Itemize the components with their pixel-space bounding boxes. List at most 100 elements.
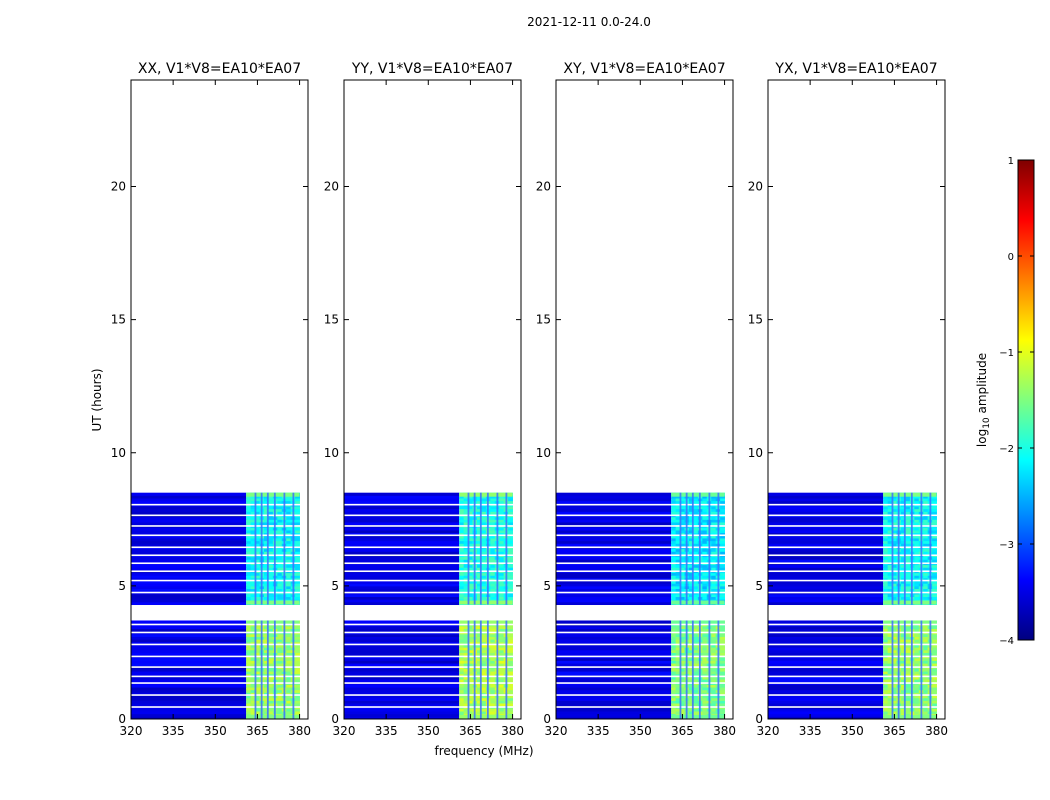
heatmap-cell (344, 529, 460, 534)
flagged-channel (473, 620, 476, 719)
heatmap-cell (693, 508, 699, 512)
heatmap-cell (295, 498, 300, 502)
heatmap-cell (295, 697, 300, 701)
heatmap-cell (711, 511, 717, 515)
heatmap-cell (892, 588, 897, 592)
heatmap-cell (468, 657, 473, 661)
y-tick-label: 5 (118, 579, 126, 593)
heatmap-cell (481, 540, 487, 544)
heatmap-cell (711, 679, 717, 683)
heatmap-cell (768, 601, 884, 606)
heatmap-cell (476, 695, 482, 699)
flagged-channel (496, 620, 499, 719)
heatmap-cell (932, 498, 937, 502)
heatmap-cell (556, 583, 672, 587)
heatmap-cell (932, 687, 937, 691)
heatmap-cell (932, 588, 937, 592)
heatmap-cell (768, 529, 884, 534)
heatmap-cell (277, 652, 283, 656)
heatmap-cell (463, 537, 469, 542)
heatmap-cell (675, 580, 681, 584)
heatmap-cell (702, 692, 708, 696)
heatmap-cell (887, 663, 893, 667)
heatmap-cell (556, 572, 672, 576)
heatmap-cell (250, 529, 256, 534)
heatmap-cell (768, 551, 884, 555)
heatmap-cell (905, 649, 911, 653)
heatmap-cell (268, 535, 274, 539)
heatmap-cell (490, 588, 496, 592)
heatmap-cell (932, 548, 937, 552)
heatmap-cell (508, 647, 513, 651)
heatmap-cell (459, 628, 465, 632)
heatmap-cell (490, 700, 496, 704)
heatmap-cell (255, 689, 260, 693)
heatmap-cell (905, 585, 911, 590)
heatmap-cell (476, 657, 482, 661)
heatmap-cell (295, 657, 300, 661)
heatmap-cell (508, 532, 513, 536)
heatmap-cell (883, 620, 937, 625)
flagged-row (556, 643, 733, 646)
heatmap-cell (250, 593, 256, 598)
heatmap-cell (263, 532, 269, 536)
heatmap-cell (344, 583, 460, 587)
heatmap-cell (923, 588, 929, 592)
heatmap-cell (468, 532, 473, 536)
heatmap-cell (883, 644, 889, 648)
heatmap-cell (286, 500, 292, 504)
heatmap-cell (720, 593, 725, 598)
heatmap-cell (481, 580, 487, 584)
heatmap-cell (499, 577, 505, 582)
heatmap-cell (463, 636, 469, 640)
heatmap-cell (923, 527, 929, 531)
colorbar: 10−1−2−3−4 log10 amplitude (975, 156, 1035, 647)
heatmap-cell (711, 663, 717, 667)
x-tick-label: 380 (713, 724, 736, 738)
heatmap-cell (508, 593, 513, 598)
heatmap-cell (476, 535, 482, 539)
heatmap-cell (476, 556, 482, 560)
heatmap-cell (468, 628, 473, 632)
heatmap-cell (914, 567, 920, 571)
heatmap-cell (675, 532, 681, 536)
heatmap-cell (720, 588, 725, 592)
heatmap-cell (250, 519, 256, 523)
y-tick-label: 20 (536, 180, 551, 194)
heatmap-cell (711, 577, 717, 582)
heatmap-cell (476, 679, 482, 683)
heatmap-cell (255, 495, 260, 499)
heatmap-cell (932, 673, 937, 677)
heatmap-cell (671, 715, 725, 719)
heatmap-cell (459, 556, 465, 560)
heatmap-cell (255, 639, 260, 643)
heatmap-cell (905, 577, 911, 582)
heatmap-cell (675, 572, 681, 576)
heatmap-cell (263, 647, 269, 651)
heatmap-cell (883, 652, 889, 656)
heatmap-cell (693, 700, 699, 704)
heatmap-cell (711, 564, 717, 568)
heatmap-cell (680, 567, 685, 571)
heatmap-cell (932, 495, 937, 499)
heatmap-cell (671, 663, 677, 667)
heatmap-cell (892, 529, 897, 534)
x-tick-label: 320 (545, 724, 568, 738)
heatmap-cell (887, 495, 893, 499)
heatmap-cell (255, 529, 260, 534)
heatmap-cell (268, 556, 274, 560)
heatmap-cell (883, 583, 889, 587)
heatmap-cell (131, 668, 247, 672)
heatmap-cell (463, 500, 469, 504)
heatmap-cell (768, 687, 884, 691)
heatmap-cell (923, 647, 929, 651)
heatmap-cell (481, 676, 487, 680)
heatmap-cell (268, 647, 274, 651)
heatmap-cell (277, 495, 283, 499)
heatmap-cell (459, 559, 465, 563)
heatmap-cell (671, 641, 677, 645)
heatmap-cell (720, 535, 725, 539)
heatmap-cell (923, 684, 929, 688)
flagged-row (768, 623, 945, 626)
